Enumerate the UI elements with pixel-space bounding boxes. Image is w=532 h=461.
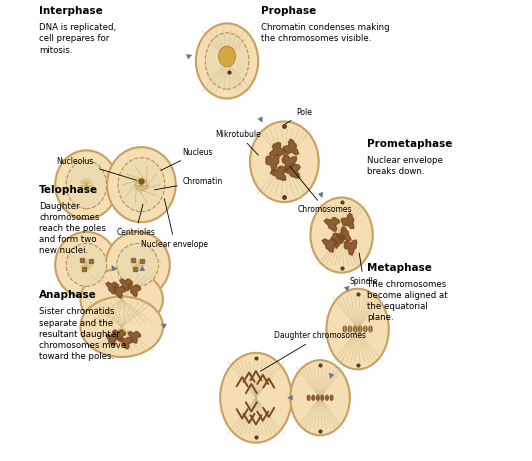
Text: Daughter chromosomes: Daughter chromosomes [261,331,366,371]
Text: Daughter
chromosomes
reach the poles
and form two
new nuclei.: Daughter chromosomes reach the poles and… [39,202,106,255]
Polygon shape [322,238,337,252]
Ellipse shape [325,395,329,401]
Text: Pole: Pole [285,108,312,124]
Ellipse shape [347,325,352,333]
Polygon shape [106,282,119,294]
Text: Nuclear envelope: Nuclear envelope [142,199,209,248]
Text: Nuclear envelope
breaks down.: Nuclear envelope breaks down. [367,156,443,177]
Ellipse shape [205,33,249,89]
Polygon shape [113,286,126,298]
Ellipse shape [350,325,351,333]
Ellipse shape [343,325,347,333]
Text: Chromosomes: Chromosomes [290,166,353,214]
Text: The chromosomes
become aligned at
the equatorial
plane.: The chromosomes become aligned at the eq… [367,280,447,322]
Polygon shape [120,337,132,349]
Polygon shape [331,233,345,248]
Polygon shape [270,142,286,156]
Ellipse shape [118,158,165,212]
Polygon shape [284,139,298,155]
Ellipse shape [327,289,389,369]
Ellipse shape [106,232,170,298]
Ellipse shape [344,325,345,333]
Polygon shape [270,166,287,180]
Ellipse shape [360,325,361,333]
Text: Telophase: Telophase [39,185,98,195]
Polygon shape [266,154,279,171]
Ellipse shape [363,325,368,333]
Ellipse shape [117,243,159,286]
Polygon shape [337,227,351,241]
Polygon shape [344,240,357,255]
Ellipse shape [220,353,292,443]
Ellipse shape [353,325,358,333]
Text: Chromatin condenses making
the chromosomes visible.: Chromatin condenses making the chromosom… [261,24,390,43]
Text: Interphase: Interphase [39,6,103,16]
Ellipse shape [55,232,118,298]
Ellipse shape [66,243,106,286]
Ellipse shape [358,325,362,333]
Polygon shape [128,331,140,343]
Ellipse shape [196,24,258,99]
Polygon shape [324,218,339,231]
Text: Chromatin: Chromatin [154,177,223,190]
Text: Prophase: Prophase [261,6,317,16]
Ellipse shape [354,325,356,333]
Polygon shape [120,279,132,291]
Text: Spindle: Spindle [350,253,378,286]
Text: Sister chromatids
separate and the
resultant daughter
chromosomes move
toward th: Sister chromatids separate and the resul… [39,307,127,361]
Ellipse shape [290,360,350,435]
Ellipse shape [250,121,319,202]
Polygon shape [282,154,296,171]
Ellipse shape [370,325,371,333]
Text: Mikrotubule: Mikrotubule [215,130,261,155]
Text: Anaphase: Anaphase [39,290,97,300]
Text: Centrioles: Centrioles [116,204,155,237]
Polygon shape [341,213,354,229]
Polygon shape [106,334,119,346]
Text: Nucleus: Nucleus [161,148,213,170]
Text: DNA is replicated,
cell prepares for
mitosis.: DNA is replicated, cell prepares for mit… [39,24,117,54]
Ellipse shape [368,325,373,333]
Text: Prometaphase: Prometaphase [367,139,452,149]
Ellipse shape [320,395,325,401]
Ellipse shape [306,395,311,401]
Polygon shape [113,330,126,342]
Polygon shape [284,164,300,178]
Ellipse shape [107,147,176,222]
Text: Nucleolus: Nucleolus [56,157,136,180]
Ellipse shape [80,296,163,357]
Ellipse shape [329,395,334,401]
Ellipse shape [315,395,320,401]
Ellipse shape [66,160,106,209]
Ellipse shape [364,325,366,333]
Text: Metaphase: Metaphase [367,263,431,272]
Ellipse shape [55,150,118,219]
Ellipse shape [80,269,163,330]
Ellipse shape [219,46,236,67]
Polygon shape [128,285,140,296]
Ellipse shape [311,395,315,401]
Ellipse shape [311,197,373,272]
